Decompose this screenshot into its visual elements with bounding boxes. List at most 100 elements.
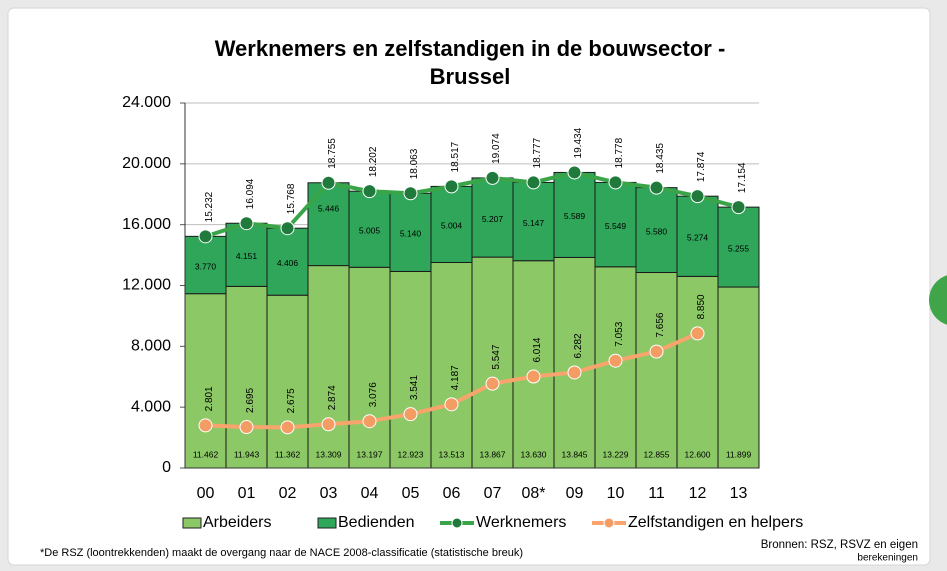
value-label: 5.589 <box>564 211 586 221</box>
source: berekeningen <box>857 553 918 564</box>
x-tick-label: 07 <box>484 485 502 502</box>
value-label: 8.850 <box>696 294 707 319</box>
value-label: 2.874 <box>327 385 338 410</box>
value-label: 18.777 <box>532 137 543 168</box>
value-label: 18.778 <box>614 137 625 168</box>
line-marker <box>690 189 705 204</box>
bar-segment <box>225 285 268 469</box>
bar-segment <box>594 181 637 268</box>
value-label: 18.755 <box>327 138 338 169</box>
y-tick-label: 20.000 <box>122 155 171 172</box>
bar-segment <box>389 270 432 469</box>
value-label: 7.656 <box>655 312 666 337</box>
line-marker <box>321 417 336 432</box>
legend-label: Arbeiders <box>203 514 271 531</box>
value-label: 2.801 <box>204 386 215 411</box>
chart-title: Werknemers en zelfstandigen in de bouwse… <box>215 36 726 61</box>
value-label: 13.630 <box>521 449 547 459</box>
value-label: 4.187 <box>450 365 461 390</box>
value-label: 13.229 <box>603 449 629 459</box>
x-tick-label: 00 <box>197 485 215 502</box>
line-marker <box>321 175 336 190</box>
bar-segment <box>184 293 227 469</box>
bar-segment <box>512 260 555 469</box>
bar-segment <box>553 256 596 469</box>
value-label: 18.517 <box>450 141 461 172</box>
value-label: 12.923 <box>398 449 424 459</box>
x-tick-label: 02 <box>279 485 297 502</box>
x-tick-label: 08* <box>521 485 545 502</box>
line-marker <box>239 420 254 435</box>
value-label: 6.282 <box>573 333 584 358</box>
legend-marker <box>451 517 463 529</box>
bar-segment <box>471 256 514 469</box>
value-label: 13.513 <box>439 449 465 459</box>
x-tick-label: 09 <box>566 485 584 502</box>
bar-segment <box>225 222 268 287</box>
line-marker <box>485 170 500 185</box>
value-label: 11.462 <box>193 449 219 459</box>
bar-segment <box>471 177 514 258</box>
line-marker <box>198 418 213 433</box>
line-marker <box>608 353 623 368</box>
value-label: 6.014 <box>532 337 543 362</box>
line-marker <box>526 369 541 384</box>
value-label: 5.274 <box>687 233 709 243</box>
legend-swatch <box>182 517 202 529</box>
x-tick-label: 12 <box>689 485 707 502</box>
line-marker <box>403 407 418 422</box>
bar-segment <box>676 195 719 277</box>
y-tick-label: 4.000 <box>131 398 171 415</box>
value-label: 13.309 <box>316 449 342 459</box>
line-marker <box>403 186 418 201</box>
x-tick-label: 06 <box>443 485 461 502</box>
line-marker <box>362 414 377 429</box>
decor-circle <box>929 275 947 325</box>
value-label: 5.255 <box>728 243 750 253</box>
x-tick-label: 11 <box>648 485 665 502</box>
x-tick-label: 01 <box>238 485 256 502</box>
bar-segment <box>635 271 678 469</box>
value-label: 2.695 <box>245 388 256 413</box>
value-label: 5.005 <box>359 225 381 235</box>
value-label: 18.202 <box>368 146 379 177</box>
value-label: 18.435 <box>655 143 666 174</box>
line-marker <box>526 175 541 190</box>
value-label: 3.076 <box>368 382 379 407</box>
value-label: 5.004 <box>441 221 463 231</box>
value-label: 11.362 <box>275 449 301 459</box>
bar-segment <box>266 227 309 296</box>
value-label: 16.094 <box>245 178 256 209</box>
value-label: 3.541 <box>409 375 420 400</box>
value-label: 13.197 <box>357 449 383 459</box>
y-tick-label: 16.000 <box>122 216 171 233</box>
value-label: 5.446 <box>318 203 340 213</box>
value-label: 12.600 <box>685 449 711 459</box>
bar-segment <box>635 187 678 273</box>
chart-title: Brussel <box>430 64 511 89</box>
line-marker <box>239 216 254 231</box>
value-label: 17.874 <box>696 151 707 182</box>
value-label: 4.151 <box>236 251 258 261</box>
line-marker <box>567 365 582 380</box>
value-label: 5.547 <box>491 344 502 369</box>
value-label: 5.207 <box>482 214 504 224</box>
x-tick-label: 03 <box>320 485 338 502</box>
bar-segment <box>307 265 350 469</box>
value-label: 13.867 <box>480 449 506 459</box>
value-label: 11.943 <box>234 449 260 459</box>
line-marker <box>485 376 500 391</box>
bar-segment <box>348 266 391 469</box>
footnote: *De RSZ (loontrekkenden) maakt de overga… <box>40 547 523 559</box>
line-marker <box>608 175 623 190</box>
legend-label: Zelfstandigen en helpers <box>628 514 803 531</box>
x-tick-label: 05 <box>402 485 420 502</box>
line-marker <box>280 221 295 236</box>
legend-label: Bedienden <box>338 514 415 531</box>
value-label: 18.063 <box>409 148 420 179</box>
value-label: 5.549 <box>605 221 627 231</box>
line-marker <box>649 180 664 195</box>
line-marker <box>444 179 459 194</box>
x-tick-label: 04 <box>361 485 379 502</box>
y-tick-label: 24.000 <box>122 94 171 111</box>
